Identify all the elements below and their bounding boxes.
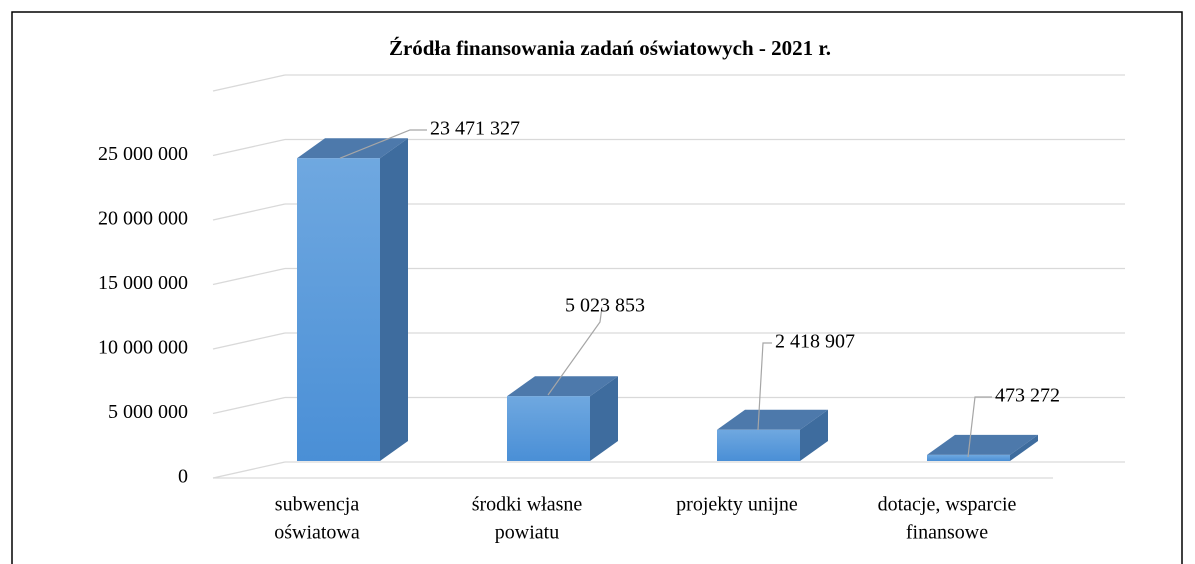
leader-line <box>967 396 992 458</box>
bar <box>507 376 618 461</box>
grid-line <box>212 461 286 479</box>
y-tick-label: 10 000 000 <box>98 337 188 359</box>
bar-side <box>380 138 408 461</box>
bar-top <box>717 409 828 430</box>
chart-title: Źródła finansowania zadań oświatowych - … <box>389 36 831 60</box>
grid-line <box>212 203 286 221</box>
bar <box>297 138 408 461</box>
bar <box>717 409 828 461</box>
x-tick-label: subwencja <box>275 494 360 516</box>
value-label: 23 471 327 <box>430 118 520 140</box>
bar-front <box>927 454 1010 461</box>
x-tick-label: projekty unijne <box>676 494 798 516</box>
bar-side <box>590 376 618 461</box>
value-label: 5 023 853 <box>565 295 645 317</box>
bar-top <box>297 138 408 159</box>
bar <box>927 434 1038 461</box>
x-tick-label: dotacje, wsparcie <box>878 494 1017 516</box>
grid-line <box>212 332 286 350</box>
x-tick-label: powiatu <box>495 522 559 544</box>
x-tick-label: oświatowa <box>274 522 360 544</box>
value-label: 473 272 <box>995 385 1060 407</box>
leader-line <box>339 129 427 159</box>
value-label: 2 418 907 <box>775 331 855 353</box>
leader-line <box>547 306 603 396</box>
grid-line <box>212 138 286 157</box>
y-tick-label: 15 000 000 <box>98 272 188 294</box>
wall-edge <box>212 74 286 92</box>
y-tick-label: 0 <box>178 466 188 488</box>
bar-side <box>1010 434 1038 461</box>
y-tick-label: 25 000 000 <box>98 143 188 165</box>
x-tick-label: finansowe <box>906 522 988 544</box>
leader-line <box>757 342 772 431</box>
bar-top <box>927 434 1038 455</box>
grid-line <box>212 396 286 415</box>
bar-front <box>507 396 590 461</box>
x-tick-label: środki własne <box>472 494 583 516</box>
bar-front <box>297 158 380 461</box>
y-tick-label: 20 000 000 <box>98 208 188 230</box>
grid-line <box>212 267 286 286</box>
bar-side <box>800 409 828 461</box>
bar-top <box>507 376 618 397</box>
frame <box>11 11 1183 564</box>
bar-front <box>717 429 800 461</box>
y-tick-label: 5 000 000 <box>108 401 188 423</box>
